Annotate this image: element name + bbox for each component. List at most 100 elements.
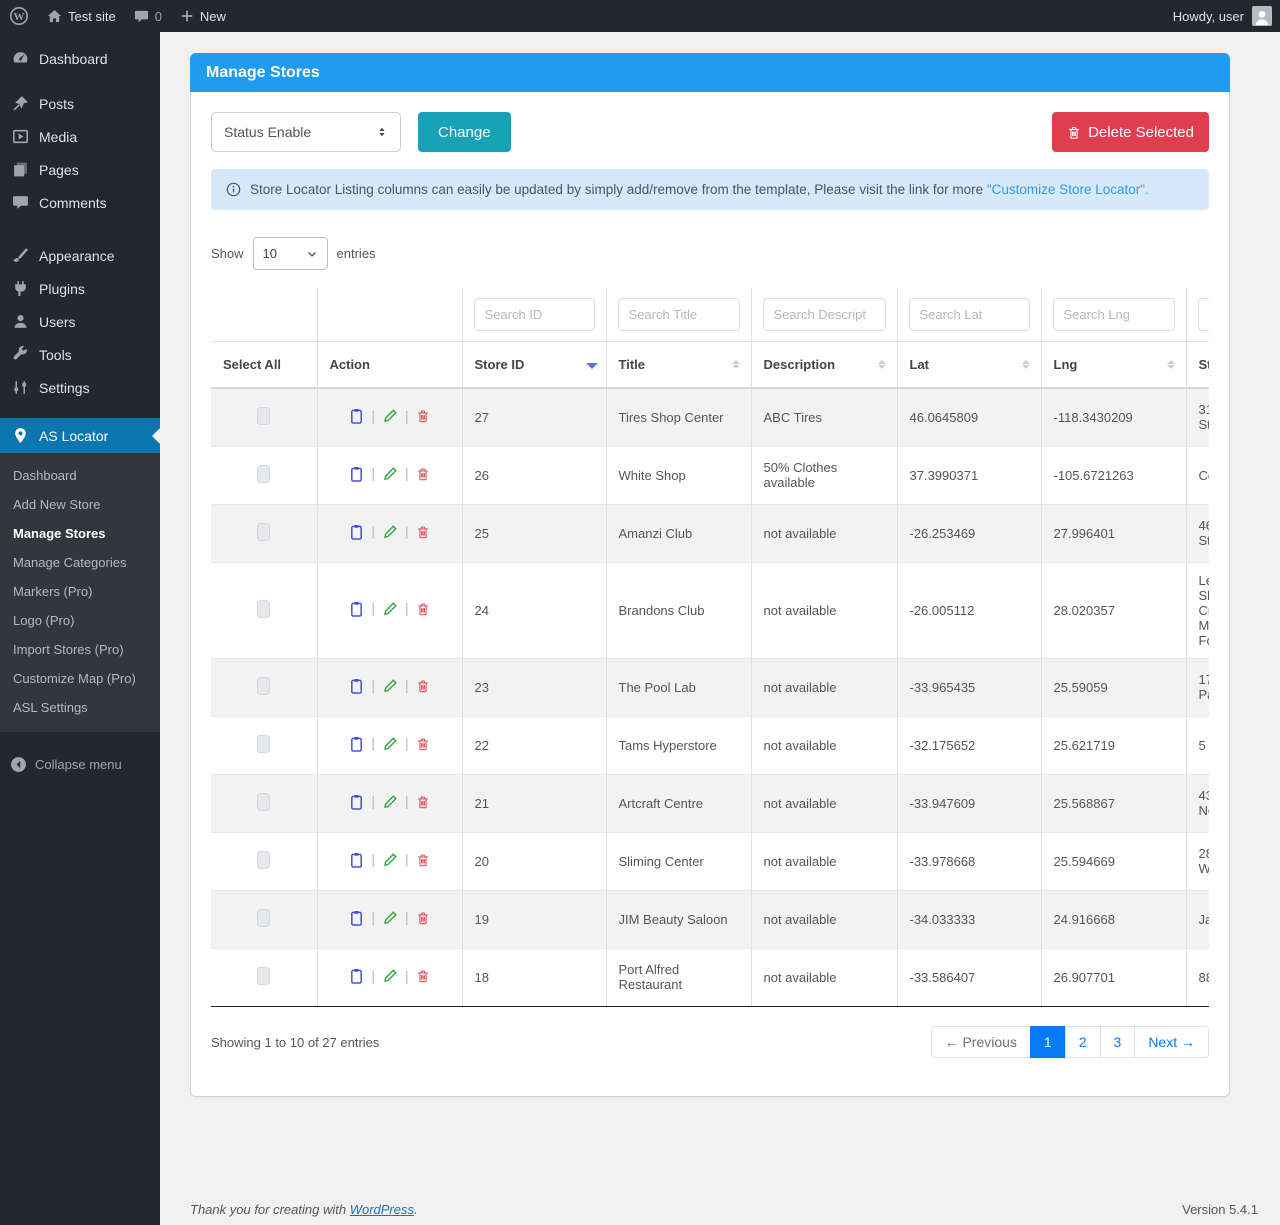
sidebar-item-dashboard[interactable]: Dashboard — [0, 42, 160, 75]
submenu-item-customize-map-pro[interactable]: Customize Map (Pro) — [13, 671, 136, 686]
change-button[interactable]: Change — [418, 112, 511, 152]
submenu-item-manage-categories[interactable]: Manage Categories — [13, 555, 127, 570]
store-lng-cell: 25.568867 — [1040, 773, 1186, 832]
tools-icon — [10, 346, 30, 363]
edit-store-button[interactable] — [382, 910, 398, 929]
edit-store-button[interactable] — [382, 678, 398, 697]
search-lng-input[interactable] — [1052, 298, 1175, 331]
edit-store-button[interactable] — [382, 852, 398, 871]
duplicate-store-button[interactable] — [349, 466, 364, 486]
delete-store-button[interactable] — [416, 970, 430, 987]
row-checkbox[interactable] — [257, 464, 271, 483]
duplicate-store-button[interactable] — [349, 736, 364, 756]
site-name-link[interactable]: Test site — [38, 0, 125, 32]
delete-store-button[interactable] — [416, 796, 430, 813]
sidebar-item-plugins[interactable]: Plugins — [0, 272, 160, 305]
submenu-item-add-new-store[interactable]: Add New Store — [13, 497, 101, 512]
delete-store-button[interactable] — [416, 738, 430, 755]
duplicate-store-button[interactable] — [349, 524, 364, 544]
column-header-id[interactable]: Store ID — [461, 341, 606, 389]
submenu-item-logo-pro[interactable]: Logo (Pro) — [13, 613, 75, 628]
edit-store-button[interactable] — [382, 736, 398, 755]
column-header-title[interactable]: Title — [605, 341, 751, 389]
search-street-input[interactable] — [1197, 298, 1209, 331]
howdy-text[interactable]: Howdy, user — [1172, 8, 1244, 24]
delete-store-button[interactable] — [416, 854, 430, 871]
sidebar-item-label: Tools — [39, 346, 72, 363]
search-id-input[interactable] — [473, 298, 595, 331]
sidebar-item-appearance[interactable]: Appearance — [0, 239, 160, 272]
duplicate-store-button[interactable] — [349, 678, 364, 698]
show-label: Show — [211, 246, 244, 261]
page-length-select[interactable]: 10 — [252, 237, 328, 270]
duplicate-store-button[interactable] — [349, 852, 364, 872]
table-row: | | 23 The Pool Lab not available -33.965… — [211, 657, 1209, 716]
sidebar-item-tools[interactable]: Tools — [0, 338, 160, 371]
delete-store-button[interactable] — [416, 410, 430, 427]
search-lat-input[interactable] — [908, 298, 1030, 331]
sidebar-item-as-locator[interactable]: AS Locator — [0, 418, 160, 453]
search-description-input[interactable] — [762, 298, 886, 331]
status-select[interactable]: Status Enable — [211, 112, 401, 152]
new-content-button[interactable]: New — [171, 0, 235, 32]
column-header-description[interactable]: Description — [750, 341, 897, 389]
row-checkbox[interactable] — [257, 850, 271, 869]
edit-store-button[interactable] — [382, 524, 398, 543]
row-checkbox[interactable] — [257, 966, 271, 985]
avatar[interactable] — [1252, 6, 1272, 26]
duplicate-store-button[interactable] — [349, 601, 364, 621]
edit-store-button[interactable] — [382, 794, 398, 813]
row-checkbox[interactable] — [257, 908, 271, 927]
edit-store-button[interactable] — [382, 408, 398, 427]
submenu-item-asl-settings[interactable]: ASL Settings — [13, 700, 88, 715]
pagination-page-3[interactable]: 3 — [1099, 1026, 1136, 1058]
search-title-input[interactable] — [617, 298, 740, 331]
store-title-cell: Artcraft Centre — [605, 773, 751, 832]
submenu-item-import-stores-pro[interactable]: Import Stores (Pro) — [13, 642, 124, 657]
edit-store-button[interactable] — [382, 968, 398, 987]
submenu-item-manage-stores[interactable]: Manage Stores — [13, 526, 106, 541]
duplicate-store-button[interactable] — [349, 408, 364, 428]
pagination-previous[interactable]: ← Previous — [930, 1026, 1031, 1058]
delete-selected-button[interactable]: Delete Selected — [1052, 112, 1209, 152]
pagination-next[interactable]: Next → — [1134, 1026, 1209, 1058]
comments-shortcut[interactable]: 0 — [125, 0, 171, 32]
store-id-cell: 20 — [461, 831, 606, 890]
wordpress-menu-button[interactable]: W — [0, 0, 38, 32]
row-checkbox[interactable] — [257, 406, 271, 425]
delete-store-button[interactable] — [416, 603, 430, 620]
appearance-icon — [10, 247, 30, 264]
sidebar-item-pages[interactable]: Pages — [0, 153, 160, 186]
collapse-menu-button[interactable]: Collapse menu — [0, 746, 160, 783]
duplicate-store-button[interactable] — [349, 968, 364, 988]
delete-store-button[interactable] — [416, 912, 430, 929]
pagination-page-1[interactable]: 1 — [1029, 1026, 1066, 1058]
edit-store-button[interactable] — [382, 601, 398, 620]
pagination-page-2[interactable]: 2 — [1064, 1026, 1101, 1058]
wordpress-link[interactable]: WordPress — [349, 1202, 414, 1217]
row-checkbox[interactable] — [257, 676, 271, 695]
trash-icon — [1067, 125, 1081, 140]
delete-store-button[interactable] — [416, 468, 430, 485]
sidebar-item-settings[interactable]: Settings — [0, 371, 160, 404]
column-header-lat[interactable]: Lat — [896, 341, 1041, 389]
row-checkbox[interactable] — [257, 734, 271, 753]
sidebar-item-comments[interactable]: Comments — [0, 186, 160, 219]
row-checkbox[interactable] — [257, 599, 271, 618]
duplicate-store-button[interactable] — [349, 910, 364, 930]
row-checkbox[interactable] — [257, 792, 271, 811]
column-label: Select All — [223, 357, 282, 372]
submenu-item-markers-pro[interactable]: Markers (Pro) — [13, 584, 93, 599]
row-checkbox[interactable] — [257, 522, 271, 541]
store-title-cell: Port Alfred Restaurant — [605, 947, 751, 1006]
edit-store-button[interactable] — [382, 466, 398, 485]
duplicate-store-button[interactable] — [349, 794, 364, 814]
column-header-lng[interactable]: Lng — [1040, 341, 1186, 389]
sidebar-item-users[interactable]: Users — [0, 305, 160, 338]
delete-store-button[interactable] — [416, 526, 430, 543]
sidebar-item-media[interactable]: Media — [0, 120, 160, 153]
delete-store-button[interactable] — [416, 680, 430, 697]
submenu-item-dashboard[interactable]: Dashboard — [13, 468, 77, 483]
sidebar-item-posts[interactable]: Posts — [0, 87, 160, 120]
customize-store-locator-link[interactable]: "Customize Store Locator". — [986, 182, 1149, 197]
